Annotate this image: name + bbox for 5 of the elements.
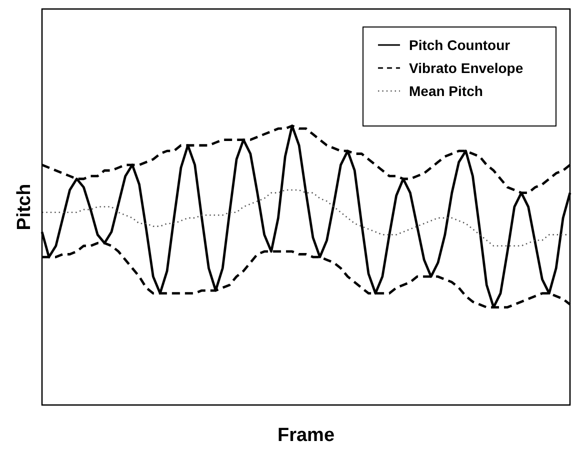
- y-axis-title: Pitch: [14, 184, 35, 230]
- legend-label: Pitch Countour: [409, 37, 511, 53]
- legend-label: Vibrato Envelope: [409, 60, 524, 76]
- legend-label: Mean Pitch: [409, 83, 483, 99]
- x-axis-title: Frame: [277, 425, 335, 446]
